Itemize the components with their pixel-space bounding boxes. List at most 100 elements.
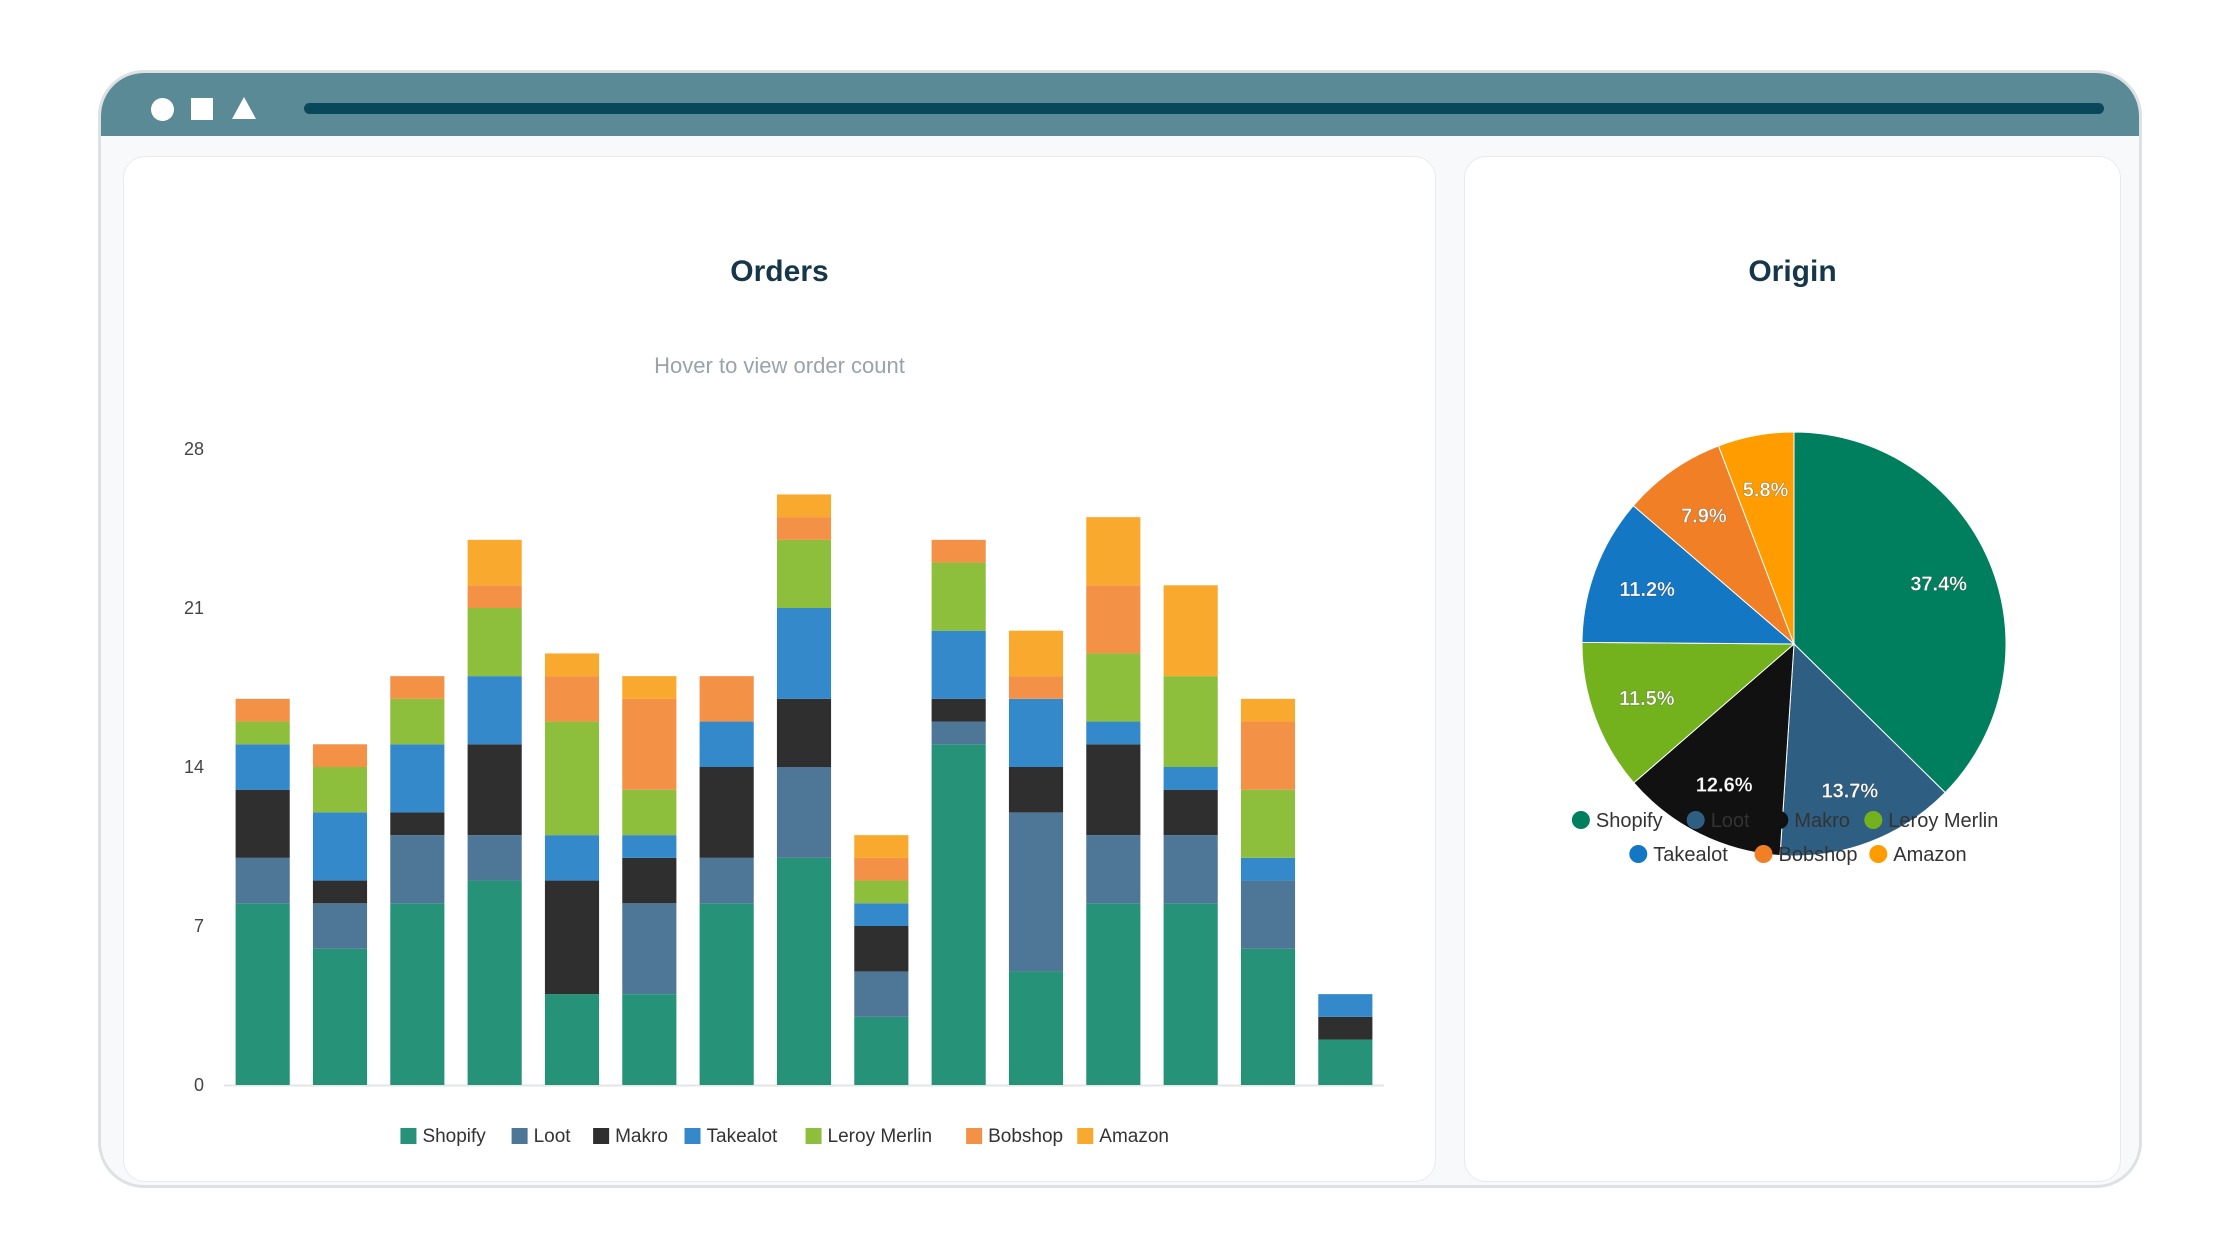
bar-segment-amazon[interactable]: [1240, 698, 1296, 722]
bar-segment-shopify[interactable]: [699, 903, 754, 1085]
bar-segment-shopify[interactable]: [1318, 1039, 1373, 1085]
bar-segment-bobshop[interactable]: [390, 676, 445, 699]
bar-segment-bobshop[interactable]: [312, 744, 368, 767]
bar-segment-loot[interactable]: [1240, 880, 1296, 949]
bar-segment-makro[interactable]: [1318, 1016, 1373, 1040]
bar-segment-makro[interactable]: [467, 744, 522, 836]
pie-slice-bobshop[interactable]: [1632, 445, 1795, 645]
bar-segment-takealot[interactable]: [544, 835, 600, 881]
address-bar[interactable]: [304, 103, 2104, 114]
circle-icon[interactable]: [151, 98, 174, 121]
legend-label-loot[interactable]: Loot: [1711, 810, 1750, 832]
bar-segment-shopify[interactable]: [622, 994, 677, 1085]
bar-segment-shopify[interactable]: [312, 948, 368, 1085]
bar-segment-amazon[interactable]: [1086, 517, 1141, 586]
bar-segment-leroy-merlin[interactable]: [622, 789, 677, 836]
bar-segment-takealot[interactable]: [312, 812, 368, 881]
pie-slice-amazon[interactable]: [1717, 431, 1795, 645]
bar-segment-bobshop[interactable]: [699, 676, 754, 722]
bar-segment-makro[interactable]: [854, 926, 909, 972]
bar-segment-loot[interactable]: [699, 857, 754, 904]
bar-segment-takealot[interactable]: [467, 676, 522, 745]
bar-segment-takealot[interactable]: [1318, 994, 1373, 1017]
bar-segment-leroy-merlin[interactable]: [1163, 676, 1218, 767]
bar-segment-amazon[interactable]: [776, 494, 832, 518]
bar-segment-bobshop[interactable]: [544, 676, 600, 722]
bar-segment-makro[interactable]: [390, 812, 445, 836]
bar-segment-bobshop[interactable]: [931, 539, 986, 563]
legend-label-takealot[interactable]: Takealot: [1653, 844, 1728, 866]
bar-segment-makro[interactable]: [931, 698, 986, 722]
bar-segment-leroy-merlin[interactable]: [390, 698, 445, 745]
bar-segment-loot[interactable]: [854, 971, 909, 1017]
legend-label-shopify[interactable]: Shopify: [1596, 810, 1663, 832]
bar-segment-bobshop[interactable]: [1240, 721, 1296, 790]
bar-segment-makro[interactable]: [235, 789, 290, 858]
bar-segment-loot[interactable]: [776, 767, 832, 858]
pie-slice-leroy-merlin[interactable]: [1581, 641, 1796, 784]
bar-segment-makro[interactable]: [776, 698, 832, 767]
bar-segment-takealot[interactable]: [854, 903, 909, 926]
pie-slice-takealot[interactable]: [1581, 504, 1796, 645]
bar-segment-loot[interactable]: [622, 903, 677, 995]
legend-label-shopify[interactable]: Shopify: [422, 1126, 486, 1147]
bar-segment-shopify[interactable]: [1008, 971, 1064, 1085]
bar-segment-takealot[interactable]: [699, 721, 754, 767]
legend-label-takealot[interactable]: Takealot: [707, 1126, 778, 1147]
legend-label-loot[interactable]: Loot: [534, 1126, 572, 1147]
bar-segment-loot[interactable]: [235, 857, 290, 904]
triangle-icon[interactable]: [232, 97, 256, 119]
bar-segment-takealot[interactable]: [390, 744, 445, 813]
bar-segment-loot[interactable]: [390, 835, 445, 904]
bar-segment-amazon[interactable]: [467, 539, 522, 586]
bar-segment-bobshop[interactable]: [622, 698, 677, 790]
legend-label-leroy-merlin[interactable]: Leroy Merlin: [1888, 810, 1998, 832]
bar-segment-takealot[interactable]: [1163, 767, 1218, 790]
bar-segment-makro[interactable]: [699, 767, 754, 858]
legend-label-bobshop[interactable]: Bobshop: [988, 1126, 1063, 1147]
bar-segment-shopify[interactable]: [467, 880, 522, 1085]
pie-slice-loot[interactable]: [1779, 642, 1946, 857]
square-icon[interactable]: [191, 98, 213, 120]
legend-label-makro[interactable]: Makro: [1794, 810, 1850, 832]
bar-segment-makro[interactable]: [312, 880, 368, 904]
bar-segment-loot[interactable]: [931, 721, 986, 745]
bar-segment-leroy-merlin[interactable]: [931, 562, 986, 631]
bar-segment-loot[interactable]: [1008, 812, 1064, 972]
bar-segment-bobshop[interactable]: [1086, 585, 1141, 654]
bar-segment-takealot[interactable]: [776, 608, 832, 699]
bar-segment-shopify[interactable]: [235, 903, 290, 1085]
bar-segment-bobshop[interactable]: [235, 698, 290, 722]
bar-segment-takealot[interactable]: [931, 630, 986, 699]
bar-segment-makro[interactable]: [1163, 789, 1218, 836]
bar-segment-shopify[interactable]: [931, 744, 986, 1085]
legend-label-bobshop[interactable]: Bobshop: [1779, 844, 1858, 866]
bar-segment-loot[interactable]: [1163, 835, 1218, 904]
bar-segment-shopify[interactable]: [776, 857, 832, 1085]
bar-segment-leroy-merlin[interactable]: [1240, 789, 1296, 858]
bar-segment-bobshop[interactable]: [776, 517, 832, 540]
legend-label-makro[interactable]: Makro: [615, 1126, 668, 1147]
bar-segment-makro[interactable]: [1008, 767, 1064, 813]
bar-segment-leroy-merlin[interactable]: [776, 539, 832, 608]
bar-segment-takealot[interactable]: [622, 835, 677, 858]
bar-segment-shopify[interactable]: [1086, 903, 1141, 1085]
bar-segment-loot[interactable]: [312, 903, 368, 949]
legend-label-leroy-merlin[interactable]: Leroy Merlin: [828, 1126, 933, 1147]
bar-segment-loot[interactable]: [1086, 835, 1141, 904]
legend-label-amazon[interactable]: Amazon: [1893, 844, 1966, 866]
bar-segment-shopify[interactable]: [1240, 948, 1296, 1085]
bar-segment-bobshop[interactable]: [1008, 676, 1064, 699]
bar-segment-amazon[interactable]: [544, 653, 600, 677]
bar-segment-makro[interactable]: [622, 857, 677, 904]
bar-segment-leroy-merlin[interactable]: [1086, 653, 1141, 722]
bar-segment-leroy-merlin[interactable]: [544, 721, 600, 836]
bar-segment-shopify[interactable]: [1163, 903, 1218, 1085]
bar-segment-amazon[interactable]: [854, 835, 909, 858]
bar-segment-makro[interactable]: [1086, 744, 1141, 836]
bar-segment-leroy-merlin[interactable]: [467, 608, 522, 677]
bar-segment-takealot[interactable]: [1008, 698, 1064, 767]
bar-segment-shopify[interactable]: [544, 994, 600, 1085]
bar-segment-shopify[interactable]: [854, 1016, 909, 1085]
bar-segment-amazon[interactable]: [1163, 585, 1218, 677]
